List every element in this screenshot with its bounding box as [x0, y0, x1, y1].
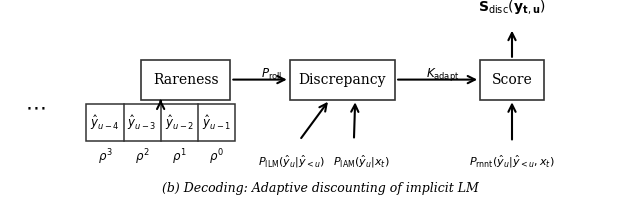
- Text: $\cdots$: $\cdots$: [25, 98, 45, 117]
- Text: $\rho^3$: $\rho^3$: [98, 147, 112, 167]
- Text: $\rho^0$: $\rho^0$: [209, 147, 223, 167]
- Text: $\hat{y}_{u-2}$: $\hat{y}_{u-2}$: [164, 113, 194, 132]
- Text: $\rho^1$: $\rho^1$: [172, 147, 186, 167]
- Text: Score: Score: [492, 73, 532, 87]
- Text: $\rho^2$: $\rho^2$: [135, 147, 149, 167]
- Text: $K_{\rm adapt}$: $K_{\rm adapt}$: [426, 66, 459, 83]
- Text: (b) Decoding: Adaptive discounting of implicit LM: (b) Decoding: Adaptive discounting of im…: [162, 182, 478, 195]
- Text: $P_{\mathrm{IAM}}(\hat{y}_u|x_t)$: $P_{\mathrm{IAM}}(\hat{y}_u|x_t)$: [333, 153, 390, 170]
- Text: $P_{\rm roll}$: $P_{\rm roll}$: [261, 67, 282, 82]
- Text: $\hat{y}_{u-4}$: $\hat{y}_{u-4}$: [90, 113, 120, 132]
- Text: $\hat{y}_{u-1}$: $\hat{y}_{u-1}$: [202, 113, 231, 132]
- FancyBboxPatch shape: [141, 60, 230, 100]
- Text: $\mathbf{S}_{\mathrm{disc}}(\mathbf{y}_{\mathbf{t},\mathbf{u}})$: $\mathbf{S}_{\mathrm{disc}}(\mathbf{y}_{…: [478, 0, 546, 16]
- Text: $P_{\mathrm{rnnt}}(\hat{y}_u|\hat{y}_{<u},x_t)$: $P_{\mathrm{rnnt}}(\hat{y}_u|\hat{y}_{<u…: [469, 153, 555, 170]
- FancyBboxPatch shape: [480, 60, 544, 100]
- Text: Discrepancy: Discrepancy: [299, 73, 386, 87]
- Bar: [86, 104, 235, 141]
- FancyBboxPatch shape: [290, 60, 396, 100]
- Text: $P_{\mathrm{ILM}}(\hat{y}_u|\hat{y}_{<u})$: $P_{\mathrm{ILM}}(\hat{y}_u|\hat{y}_{<u}…: [257, 153, 325, 170]
- Text: Rareness: Rareness: [153, 73, 218, 87]
- Text: $\hat{y}_{u-3}$: $\hat{y}_{u-3}$: [127, 113, 157, 132]
